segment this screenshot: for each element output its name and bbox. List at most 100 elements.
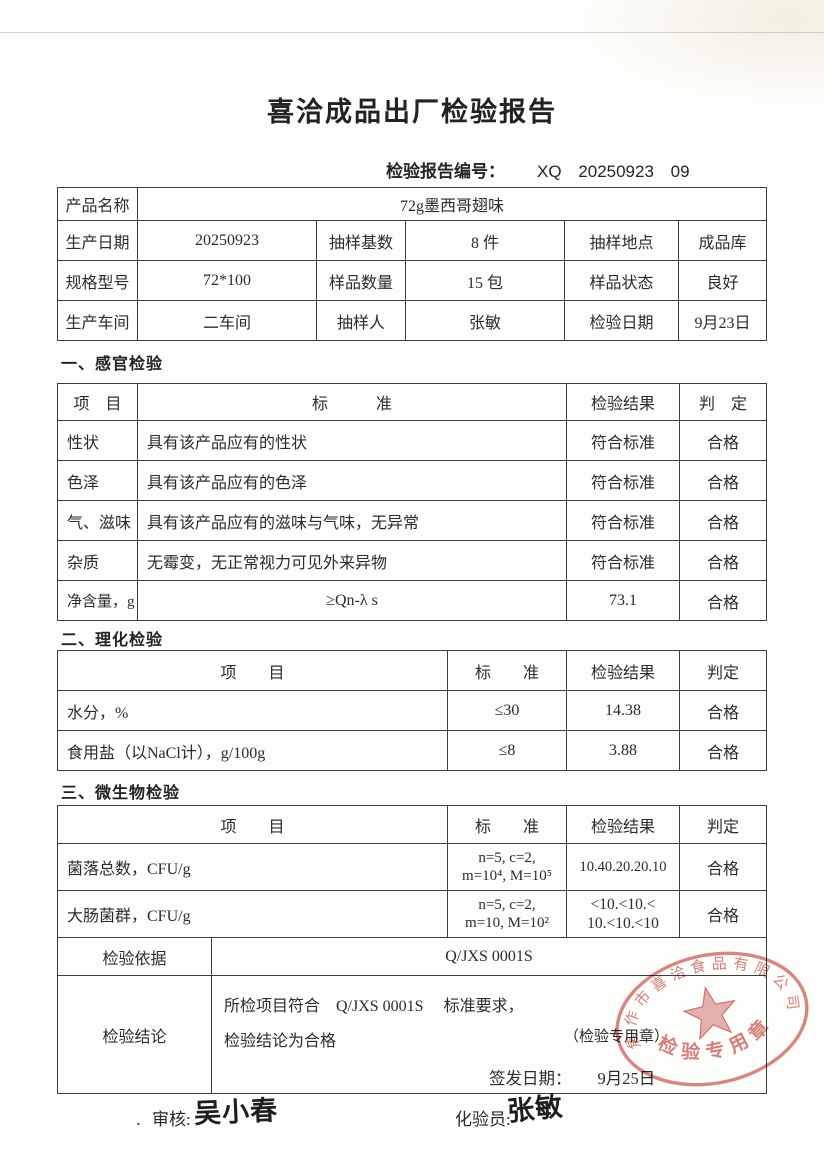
cell-label: 样品数量 [316, 260, 406, 301]
cell-value: 15 包 [405, 260, 565, 301]
conclusion-line-2: 检验结论为合格 [224, 1033, 337, 1050]
cell-item: 食用盐（以NaCl计），g/100g [57, 730, 448, 771]
cell-result: 14.38 [566, 690, 680, 731]
cell-label: 抽样基数 [316, 220, 406, 261]
tester-signature-handwriting: 张敏 [505, 1091, 565, 1128]
issue-date-value: 9月25日 [597, 1069, 656, 1088]
col-header-judge: 判 定 [679, 383, 767, 421]
scan-artifact-line [0, 32, 824, 33]
cell-value: 张敏 [405, 300, 565, 341]
report-number-value: XQ 20250923 09 [537, 162, 690, 181]
stamp-ellipse [615, 951, 809, 1087]
cell-label: 抽样地点 [564, 220, 679, 261]
cell-label: 生产车间 [57, 300, 138, 341]
cell-value: 二车间 [137, 300, 317, 341]
standard-line-1: n=5, c=2, [478, 850, 536, 866]
product-name-value: 72g墨西哥翅味 [136, 187, 768, 221]
cell-standard: 具有该产品应有的滋味与气味，无异常 [137, 500, 567, 541]
cell-item: 杂质 [57, 540, 138, 581]
table-header-row: 项 目 标 准 检验结果 判 定 [57, 383, 767, 421]
table-row: 生产日期 20250923 抽样基数 8 件 抽样地点 成品库 [57, 220, 768, 261]
cell-standard: n=5, c=2, m=10⁴, M=10⁵ [447, 843, 567, 891]
tester-label: 化验员: [455, 1110, 511, 1129]
cell-value: 9月23日 [677, 300, 768, 341]
conclusion-label: 检验结论 [57, 975, 212, 1094]
cell-label: 样品状态 [564, 260, 679, 301]
micro-table: 项 目 标 准 检验结果 判定 菌落总数，CFU/g n=5, c=2, m=1… [57, 805, 767, 938]
table-row: 大肠菌群，CFU/g n=5, c=2, m=10, M=10² <10.<10… [57, 890, 767, 938]
cell-result: 符合标准 [566, 420, 680, 461]
table-row: 检验依据 Q/JXS 0001S [57, 937, 767, 976]
section-heading-sensory: 一、感官检验 [61, 356, 164, 373]
standard-line-1: n=5, c=2, [478, 897, 536, 913]
cell-result: 10.40.20.20.10 [566, 843, 680, 891]
scan-artifact-dot: ． [135, 1114, 149, 1129]
table-header-row: 项 目 标 准 检验结果 判定 [57, 650, 767, 691]
cell-item: 气、滋味 [57, 500, 138, 541]
cell-item: 性状 [57, 420, 138, 461]
cell-result: 3.88 [566, 730, 680, 771]
cell-result: 73.1 [566, 580, 680, 621]
col-header-item: 项 目 [57, 805, 448, 844]
col-header-result: 检验结果 [566, 805, 680, 844]
stamp-star-icon [682, 985, 736, 1041]
cell-judge: 合格 [679, 890, 767, 938]
col-header-judge: 判定 [679, 805, 767, 844]
table-row: 气、滋味 具有该产品应有的滋味与气味，无异常 符合标准 合格 [57, 500, 767, 541]
cell-judge: 合格 [679, 540, 767, 581]
conclusion-content: 所检项目符合 Q/JXS 0001S 标准要求， 检验结论为合格 （检验专用章）… [211, 975, 767, 1094]
col-header-judge: 判定 [679, 650, 767, 691]
sensory-table: 项 目 标 准 检验结果 判 定 性状 具有该产品应有的性状 符合标准 合格 色… [57, 383, 767, 621]
table-row: 生产车间 二车间 抽样人 张敏 检验日期 9月23日 [57, 300, 768, 341]
review-signature-handwriting: 吴小春 [193, 1095, 279, 1130]
cell-result: <10.<10.< 10.<10.<10 [566, 890, 680, 938]
cell-standard: ≤30 [447, 690, 567, 731]
cell-label: 检验日期 [564, 300, 679, 341]
basis-label: 检验依据 [57, 937, 212, 976]
cell-standard: n=5, c=2, m=10, M=10² [447, 890, 567, 938]
cell-value: 20250923 [137, 220, 317, 261]
table-row: 杂质 无霉变，无正常视力可见外来异物 符合标准 合格 [57, 540, 767, 581]
issue-date: 签发日期： 9月25日 [489, 1065, 655, 1089]
cell-judge: 合格 [679, 460, 767, 501]
product-name-label: 产品名称 [57, 187, 138, 221]
cell-label: 规格型号 [57, 260, 138, 301]
col-header-result: 检验结果 [566, 383, 680, 421]
cell-judge: 合格 [679, 730, 767, 771]
cell-item: 大肠菌群，CFU/g [57, 890, 448, 938]
section-heading-physchem: 二、理化检验 [61, 632, 164, 649]
physchem-table: 项 目 标 准 检验结果 判定 水分，% ≤30 14.38 合格 食用盐（以N… [57, 650, 767, 771]
table-row: 食用盐（以NaCl计），g/100g ≤8 3.88 合格 [57, 730, 767, 771]
cell-value: 成品库 [677, 220, 768, 261]
cell-judge: 合格 [679, 690, 767, 731]
cell-item: 净含量，g [57, 580, 138, 621]
cell-result: 符合标准 [566, 500, 680, 541]
product-info-table: 产品名称 72g墨西哥翅味 生产日期 20250923 抽样基数 8 件 抽样地… [57, 187, 768, 341]
section-heading-micro: 三、微生物检验 [61, 785, 181, 802]
cell-item: 菌落总数，CFU/g [57, 843, 448, 891]
cell-result: 符合标准 [566, 540, 680, 581]
cell-judge: 合格 [679, 580, 767, 621]
cell-standard: ≥Qn-λ s [137, 580, 567, 621]
col-header-item: 项 目 [57, 650, 448, 691]
cell-value: 72*100 [137, 260, 317, 301]
table-header-row: 项 目 标 准 检验结果 判定 [57, 805, 767, 844]
report-number: 检验报告编号： XQ 20250923 09 [386, 157, 690, 182]
cell-value: 8 件 [405, 220, 565, 261]
table-row: 性状 具有该产品应有的性状 符合标准 合格 [57, 420, 767, 461]
table-row: 菌落总数，CFU/g n=5, c=2, m=10⁴, M=10⁵ 10.40.… [57, 843, 767, 891]
basis-value: Q/JXS 0001S [211, 937, 767, 976]
cell-label: 抽样人 [316, 300, 406, 341]
table-row: 水分，% ≤30 14.38 合格 [57, 690, 767, 731]
col-header-standard: 标 准 [137, 383, 567, 421]
cell-standard: 无霉变，无正常视力可见外来异物 [137, 540, 567, 581]
inspection-stamp: 焦作市喜洽食品有限公司 检验专用章 [610, 946, 809, 1087]
cell-label: 生产日期 [57, 220, 138, 261]
table-row: 规格型号 72*100 样品数量 15 包 样品状态 良好 [57, 260, 768, 301]
page-title: 喜洽成品出厂检验报告 [267, 97, 557, 127]
table-row: 色泽 具有该产品应有的色泽 符合标准 合格 [57, 460, 767, 501]
col-header-standard: 标 准 [447, 805, 567, 844]
issue-date-label: 签发日期： [489, 1069, 572, 1088]
cell-standard: ≤8 [447, 730, 567, 771]
